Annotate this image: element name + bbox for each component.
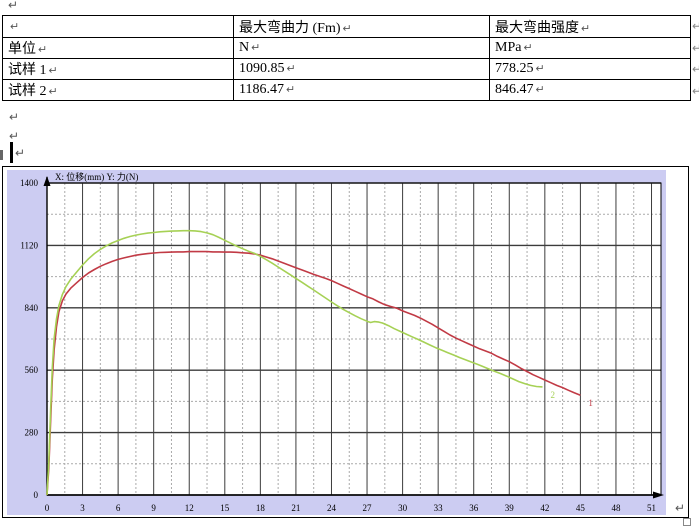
- table-row: ↵ 最大弯曲力 (Fm) ↵ 最大弯曲强度 ↵: [2, 15, 691, 38]
- x-tick-label: 36: [469, 503, 479, 513]
- paragraph-mark: ↵: [8, 0, 19, 12]
- table-row: 单位 ↵ N ↵ MPa ↵: [2, 37, 691, 59]
- x-tick-label: 24: [327, 503, 337, 513]
- table-row: 试样 2 ↵ 1186.47 ↵ 846.47 ↵: [2, 79, 691, 101]
- y-tick-label: 0: [34, 490, 39, 500]
- table-cell: 最大弯曲强度 ↵: [489, 15, 691, 38]
- y-tick-label: 840: [25, 303, 39, 313]
- series-end-label: 2: [550, 390, 555, 400]
- row-end-mark: ↵: [692, 62, 699, 76]
- table-cell: 试样 2 ↵: [2, 79, 234, 101]
- paragraph-mark: ↵: [535, 84, 545, 96]
- x-tick-label: 51: [647, 503, 656, 513]
- table-cell: 1186.47 ↵: [233, 79, 490, 101]
- series-curve: [46, 229, 543, 496]
- x-tick-label: 15: [220, 503, 230, 513]
- paragraph-mark: ↵: [286, 63, 296, 75]
- table-cell: 最大弯曲力 (Fm) ↵: [233, 15, 490, 38]
- table-cell: ↵: [2, 15, 234, 38]
- resize-handle[interactable]: [683, 518, 691, 526]
- x-tick-label: 39: [505, 503, 514, 513]
- chart-background: 1 2 0 3 6 9 12 15 18 21 24 27 30 33 36 39 42 45 48 51 0 280 56…: [7, 170, 666, 515]
- table-cell: 846.47 ↵: [489, 79, 691, 101]
- x-tick-label: 0: [45, 503, 50, 513]
- paragraph-mark: ↵: [15, 146, 26, 160]
- paragraph-mark: ↵: [675, 501, 686, 515]
- chart-object-frame[interactable]: 1 2 0 3 6 9 12 15 18 21 24 27 30 33 36 39 42 45 48 51 0 280 56…: [2, 166, 689, 518]
- x-tick-label: 48: [611, 503, 621, 513]
- x-tick-label: 3: [80, 503, 85, 513]
- table-cell: MPa ↵: [489, 37, 691, 59]
- row-end-mark: ↵: [692, 41, 699, 55]
- y-tick-label: 1120: [20, 240, 38, 250]
- x-tick-label: 45: [576, 503, 586, 513]
- x-tick-label: 12: [185, 503, 194, 513]
- y-tick-label: 280: [25, 428, 39, 438]
- chart-title: X: 位移(mm) Y: 力(N): [55, 171, 138, 182]
- table-cell: 单位 ↵: [2, 37, 234, 59]
- x-tick-label: 18: [256, 503, 266, 513]
- x-tick-label: 9: [151, 503, 156, 513]
- x-tick-label: 21: [291, 503, 300, 513]
- table-cell: 1090.85 ↵: [233, 58, 490, 80]
- x-tick-label: 42: [540, 503, 549, 513]
- paragraph-mark: ↵: [285, 84, 296, 96]
- y-tick-label: 1400: [20, 178, 39, 188]
- x-tick-label: 6: [116, 503, 121, 513]
- paragraph-mark: ↵: [581, 22, 591, 35]
- paragraph-mark: ↵: [535, 63, 545, 75]
- paragraph-mark: ↵: [38, 44, 48, 56]
- series-curve: [46, 250, 581, 496]
- paragraph-mark: ↵: [523, 42, 533, 54]
- margin-mark-fragment: [0, 150, 3, 160]
- paragraph-mark: ↵: [9, 129, 20, 143]
- paragraph-mark: ↵: [48, 65, 58, 77]
- row-end-mark: ↵: [692, 19, 699, 33]
- paragraph-mark: ↵: [10, 20, 20, 33]
- results-table: ↵ 最大弯曲力 (Fm) ↵ 最大弯曲强度 ↵ 单位 ↵ N ↵ MPa ↵ 试样 1 ↵ 1090.85…: [2, 15, 691, 101]
- y-tick-label: 560: [25, 365, 39, 375]
- table-row: 试样 1 ↵ 1090.85 ↵ 778.25 ↵: [2, 58, 691, 80]
- table-cell: N ↵: [233, 37, 490, 59]
- series-end-label: 1: [588, 398, 593, 408]
- force-displacement-chart: 120 3 6 9 12 15 18 21 24 27 30 33 36 39 42 45 48 51028056…: [20, 171, 664, 513]
- table-cell: 试样 1 ↵: [2, 58, 234, 80]
- paragraph-mark: ↵: [48, 86, 58, 98]
- x-tick-label: 30: [398, 503, 408, 513]
- x-tick-label: 33: [434, 503, 444, 513]
- text-cursor: [10, 142, 13, 163]
- paragraph-mark: ↵: [342, 22, 352, 35]
- table-cell: 778.25 ↵: [489, 58, 691, 80]
- paragraph-mark: ↵: [251, 42, 261, 54]
- paragraph-mark: ↵: [9, 110, 20, 124]
- row-end-mark: ↵: [692, 84, 699, 98]
- x-tick-label: 27: [363, 503, 373, 513]
